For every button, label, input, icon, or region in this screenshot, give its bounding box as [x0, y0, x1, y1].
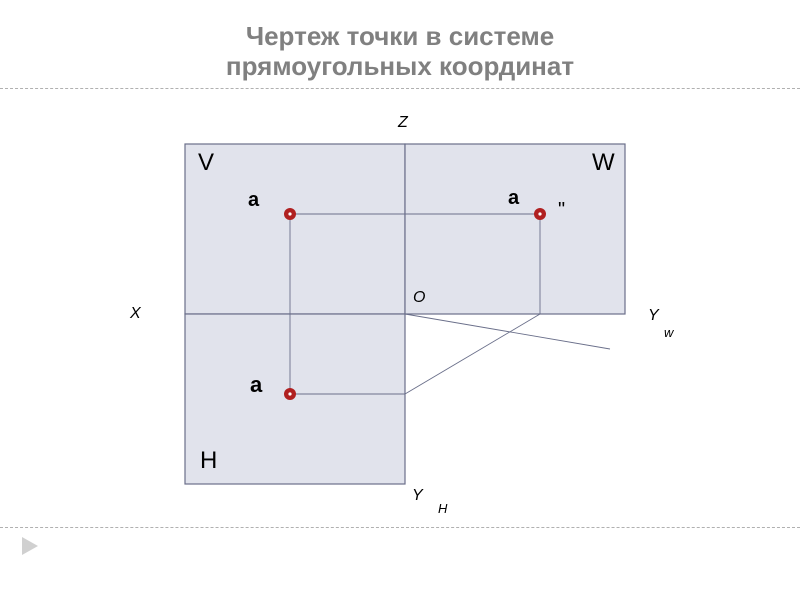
label-w: w [664, 325, 673, 340]
line-ah-diag [405, 314, 540, 394]
label-W: W [592, 149, 615, 177]
label-a-W-quote: " [558, 199, 565, 222]
point-a-W [534, 208, 546, 220]
diagram-svg [0, 89, 800, 559]
plane-H [185, 314, 405, 484]
label-a-V: a [248, 189, 259, 212]
plane-V [185, 144, 405, 314]
label-V: V [198, 149, 214, 177]
point-a-H [284, 388, 296, 400]
label-a-W: a [508, 187, 519, 210]
label-Z: Z [398, 114, 408, 132]
label-Yw: Y [648, 307, 659, 325]
label-O: O [413, 289, 425, 307]
label-Hsub: H [438, 501, 447, 516]
label-YH: Y [412, 487, 423, 505]
label-X: X [130, 305, 141, 323]
label-H: H [200, 447, 217, 475]
title-line-1: Чертеж точки в системе [246, 21, 554, 51]
slide-marker-icon [22, 537, 38, 555]
label-a-H: a [250, 372, 262, 398]
diagram-stage: V W H Z X O Y w Y H a a " a [0, 89, 800, 559]
line-O-diag [405, 314, 610, 349]
title-line-2: прямоугольных координат [226, 51, 574, 81]
point-a-V [284, 208, 296, 220]
